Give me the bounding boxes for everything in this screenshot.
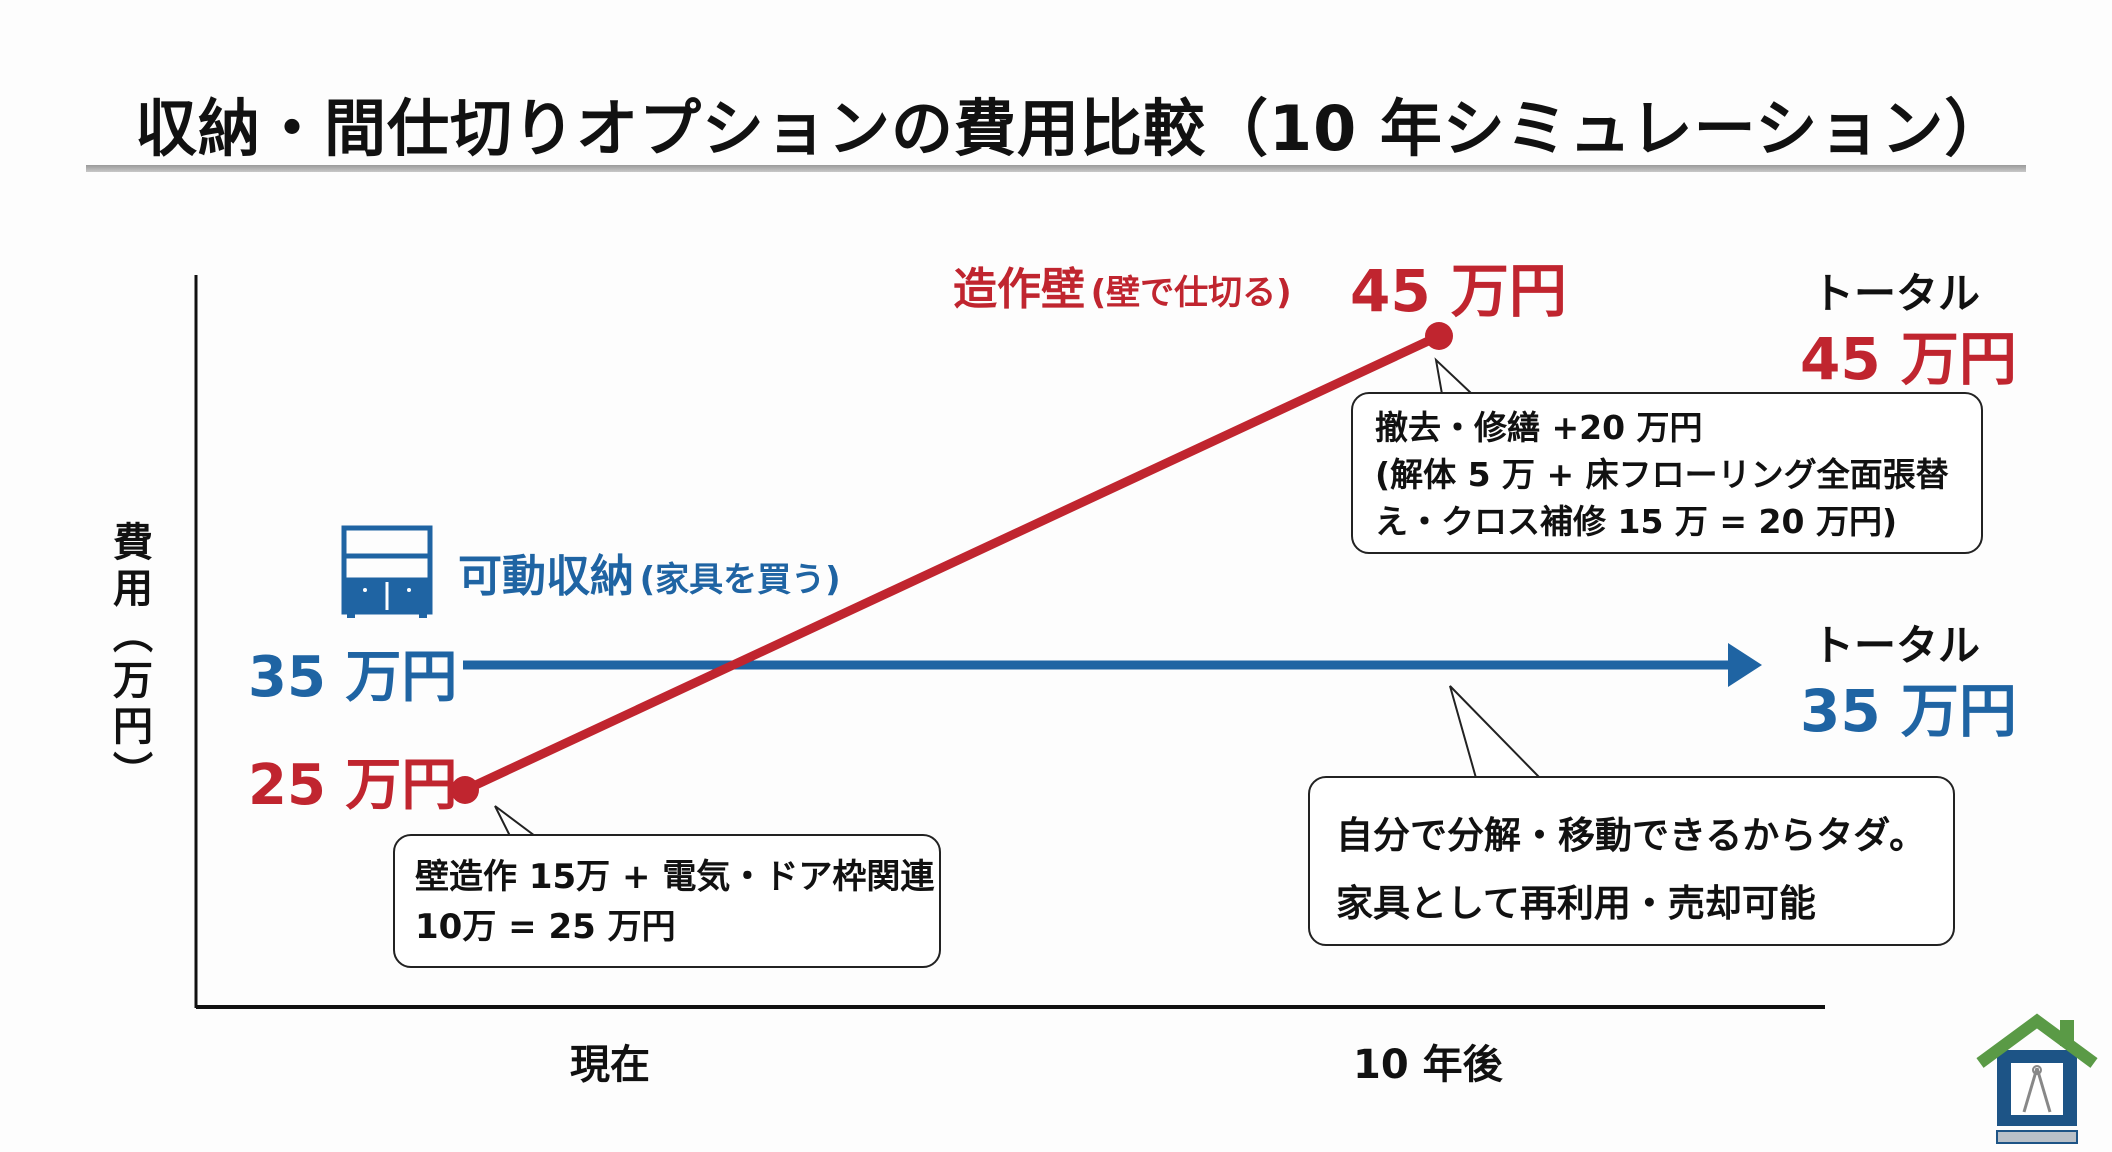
y-axis-label-char: 用 [113,566,153,612]
y-axis-label: 費 用 ︵ 万 円 ︶ [108,520,158,796]
y-axis-label-char: ︵ [113,612,153,658]
note-line: 家具として再利用・売却可能 [1336,882,1816,925]
furniture-total-value: 35 万円 [1800,677,2017,745]
arrow-head-icon [1728,643,1762,687]
furniture-series-label: 可動収納 (家具を買う) [458,540,841,604]
furniture-series-name: 可動収納 [458,551,634,602]
note-line: 撤去・修繕 +20 万円 [1375,408,1703,447]
note-line: 自分で分解・移動できるからタダ。 [1336,814,1927,857]
y-axis-label-char: 万 [113,658,153,704]
wall-series-sub: (壁で仕切る) [1090,273,1292,313]
page-title: 収納・間仕切りオプションの費用比較（10 年シミュレーション） [135,92,2008,165]
furniture-total-label: トータル [1812,621,1981,670]
wall-series-name: 造作壁 [953,264,1085,315]
furniture-note: 自分で分解・移動できるからタダ。 家具として再利用・売却可能 [1308,776,1955,946]
x-tick-now: 現在 [570,1042,650,1088]
note-line: 10万 = 25 万円 [415,907,676,947]
wall-end-value: 45 万円 [1350,257,1567,325]
wall-line [460,331,1444,795]
wall-total-label: トータル [1812,269,1981,318]
house-logo-icon [1976,1013,2098,1144]
wall-start-value: 25 万円 [248,753,458,818]
title-divider [86,165,2026,172]
note-line: え・クロス補修 15 万 = 20 万円) [1375,502,1898,541]
note-line: (解体 5 万 + 床フローリング全面張替 [1375,455,1949,494]
furniture-start-value: 35 万円 [248,645,458,710]
bubble-tail-start [494,805,538,837]
wall-series-label: 造作壁 (壁で仕切る) [953,253,1292,317]
cabinet-icon [341,525,433,618]
wall-start-point [451,776,479,804]
wall-start-note: 壁造作 15万 + 電気・ドア枠関連 10万 = 25 万円 [393,834,941,968]
wall-end-note: 撤去・修繕 +20 万円 (解体 5 万 + 床フローリング全面張替 え・クロス… [1351,392,1983,554]
y-axis-label-char: 費 [113,520,153,566]
bubble-tail-end [1434,357,1475,395]
note-line: 壁造作 15万 + 電気・ドア枠関連 [415,857,935,897]
y-axis-label-char: ︶ [113,750,153,796]
x-tick-10-years: 10 年後 [1353,1042,1503,1088]
bubble-tail-furniture [1449,685,1543,779]
wall-end-point [1425,322,1453,350]
wall-total-value: 45 万円 [1800,325,2017,393]
y-axis-label-char: 円 [113,704,153,750]
furniture-series-sub: (家具を買う) [639,560,841,600]
